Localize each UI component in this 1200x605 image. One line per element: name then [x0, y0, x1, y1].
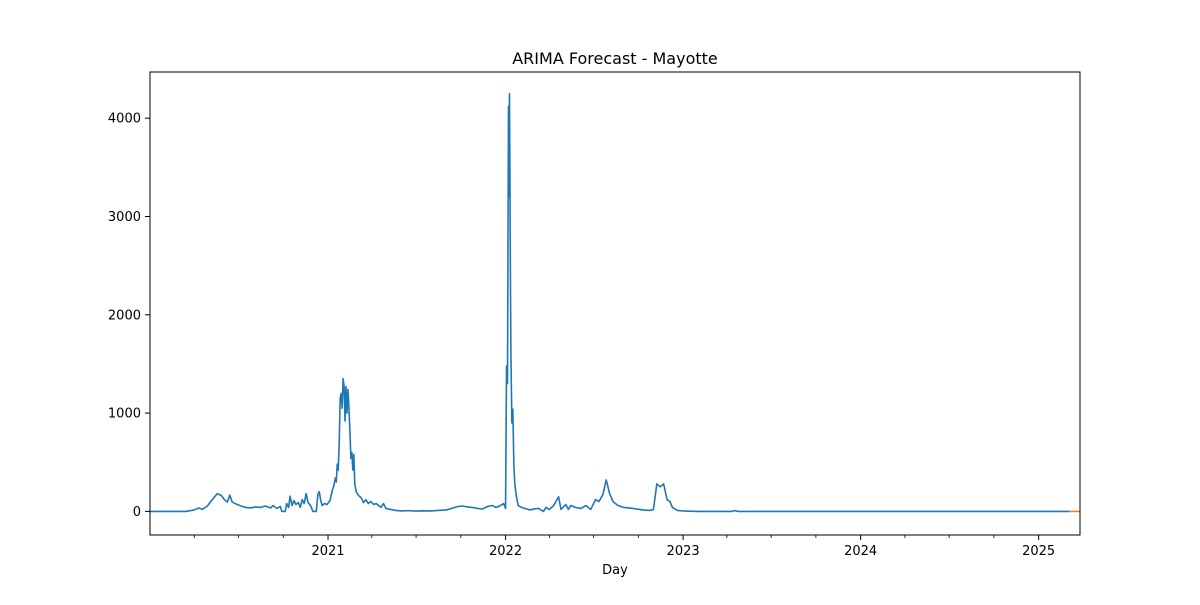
x-tick-label: 2025 [1022, 544, 1055, 559]
y-axis-ticks: 0 1000 2000 3000 4000 [108, 112, 150, 520]
y-tick-label: 0 [133, 505, 141, 520]
x-axis-ticks: 2021 2022 2023 2024 2025 [193, 535, 1055, 559]
y-tick-label: 3000 [108, 210, 141, 225]
plot-frame [149, 71, 1081, 536]
chart-title: ARIMA Forecast - Mayotte [512, 49, 718, 68]
x-axis-label: Day [602, 563, 628, 578]
plot-lines [150, 92, 1080, 513]
history-series-line [150, 92, 1070, 513]
y-tick-label: 2000 [108, 308, 141, 323]
x-tick-label: 2024 [844, 544, 877, 559]
x-tick-label: 2021 [311, 544, 344, 559]
x-tick-label: 2022 [489, 544, 522, 559]
x-tick-label: 2023 [667, 544, 700, 559]
y-tick-label: 1000 [108, 407, 141, 422]
y-tick-label: 4000 [108, 112, 141, 127]
